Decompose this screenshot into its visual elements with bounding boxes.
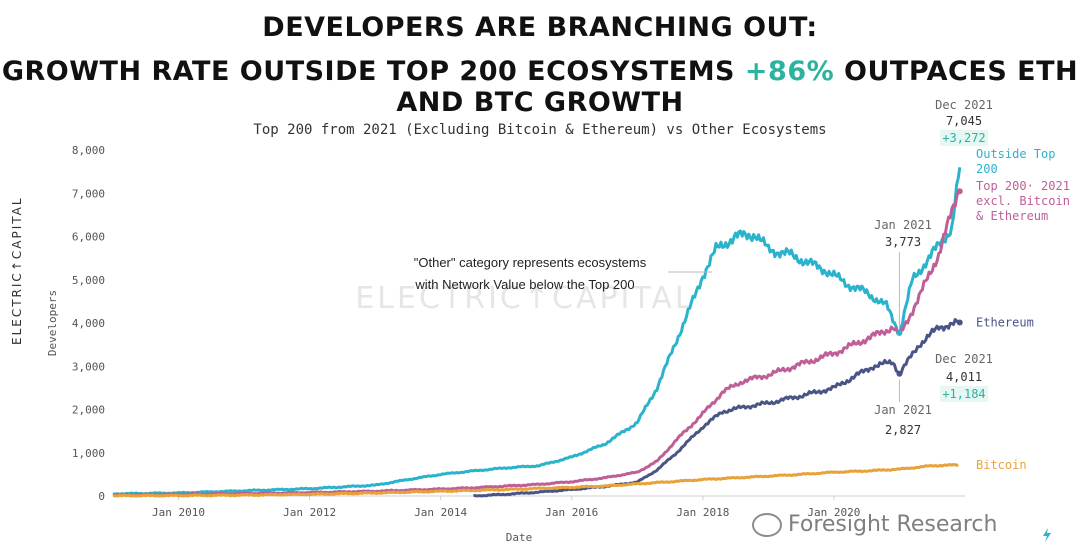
series-line-bitcoin <box>112 463 959 498</box>
annot-jan2021-eth-value: 2,827 <box>885 423 921 437</box>
marker-dot <box>956 188 963 195</box>
headline-suffix: OUTPACES ETH AND BTC GROWTH <box>396 56 1079 118</box>
foresight-watermark: Foresight Research <box>752 512 997 537</box>
axes: 0 1,000 2,000 3,000 4,000 5,000 6,000 7,000 8,00… <box>46 144 965 544</box>
y-tick-label: 7,000 <box>72 187 105 200</box>
headline-prefix: GROWTH RATE OUTSIDE TOP 200 ECOSYSTEMS <box>1 56 745 87</box>
foresight-label: Foresight Research <box>788 512 998 537</box>
x-tick-label: Jan 2012 <box>283 506 336 519</box>
annotations: Dec 2021 7,045 +3,272 Jan 2021 3,773 Dec 2021… <box>414 98 993 437</box>
marker-dot <box>956 319 963 326</box>
y-tick-label: 5,000 <box>72 274 105 287</box>
annot-dec2021-outside-date: Dec 2021 <box>935 98 993 112</box>
electric-capital-watermark: ELECTRIC↑CAPITAL <box>355 281 694 316</box>
headline-accent: +86% <box>744 56 835 87</box>
y-tick-label: 0 <box>98 490 105 503</box>
label-top200-line3: & Ethereum <box>976 209 1048 223</box>
x-tick-label: Jan 2018 <box>676 506 729 519</box>
wechat-icon <box>752 513 782 537</box>
x-axis-title: Date <box>506 531 533 544</box>
annot-jan2021-outside-date: Jan 2021 <box>874 218 932 232</box>
marker-dot <box>896 370 903 377</box>
annot-dec2021-eth-change-bg <box>940 386 988 402</box>
series-line-outside <box>112 167 962 496</box>
annot-dec2021-outside-value: 7,045 <box>946 114 982 128</box>
headline-line-1: DEVELOPERS ARE BRANCHING OUT: <box>262 12 818 43</box>
annot-dec2021-eth-date: Dec 2021 <box>935 352 993 366</box>
x-tick-label: Jan 2014 <box>414 506 467 519</box>
x-tick-label: Jan 2010 <box>152 506 205 519</box>
y-tick-label: 6,000 <box>72 231 105 244</box>
headline-line-2: GROWTH RATE OUTSIDE TOP 200 ECOSYSTEMS +… <box>0 56 1080 118</box>
y-tick-label: 3,000 <box>72 360 105 373</box>
y-tick-label: 2,000 <box>72 404 105 417</box>
x-tick-label: Jan 2016 <box>545 506 598 519</box>
annot-dec2021-outside-change-bg <box>940 130 988 146</box>
annot-jan2021-eth-date: Jan 2021 <box>874 403 932 417</box>
y-axis-title: Developers <box>46 290 59 356</box>
label-ethereum: Ethereum <box>976 316 1034 330</box>
annot-dec2021-eth-change: +1,184 <box>942 387 985 401</box>
label-outside-line2: 200 <box>976 162 998 176</box>
series-line-top200 <box>112 190 960 497</box>
y-tick-label: 4,000 <box>72 317 105 330</box>
label-top200-line2: excl. Bitcoin <box>976 194 1070 208</box>
note-line-2: with Network Value below the Top 200 <box>414 277 634 292</box>
x-tick-label: Jan 2020 <box>807 506 860 519</box>
bolt-icon <box>1043 528 1051 542</box>
series-line-ethereum <box>473 318 960 498</box>
y-tick-label: 8,000 <box>72 144 105 157</box>
note-line-1: "Other" category represents ecosystems <box>414 255 647 270</box>
watermark-layer: ELECTRIC↑CAPITAL <box>355 281 694 316</box>
label-top200-line1: Top 200· 2021 <box>976 179 1070 193</box>
label-bitcoin: Bitcoin <box>976 458 1027 472</box>
annot-dec2021-eth-value: 4,011 <box>946 370 982 384</box>
annot-dec2021-outside-change: +3,272 <box>942 131 985 145</box>
chart-title: Top 200 from 2021 (Excluding Bitcoin & E… <box>253 122 827 138</box>
marker-dot <box>896 329 903 336</box>
y-tick-label: 1,000 <box>72 447 105 460</box>
annot-jan2021-outside-value: 3,773 <box>885 235 921 249</box>
label-outside-line1: Outside Top <box>976 147 1055 161</box>
series-lines <box>112 167 962 498</box>
